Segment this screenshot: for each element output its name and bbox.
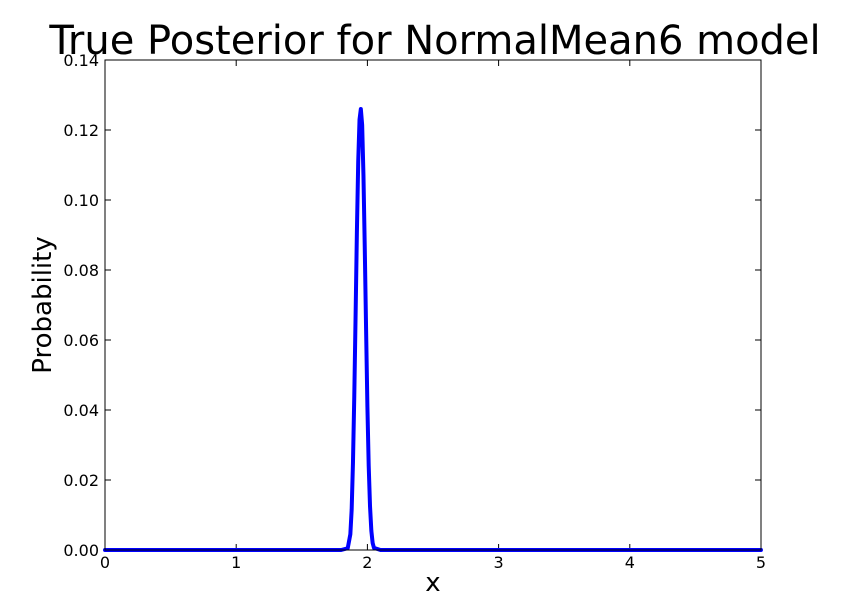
y-axis-label: Probability — [28, 236, 58, 373]
series-layer — [103, 107, 763, 552]
y-tick-label: 0.02 — [63, 471, 99, 490]
x-axis-label: x — [425, 568, 440, 598]
tick-layer: 0 1 2 3 4 5 0.00 0.02 0.04 0.06 0.08 0.10 0.12 0.14 — [63, 51, 766, 572]
y-tick-label: 0.00 — [63, 541, 99, 560]
x-tick-label: 0 — [100, 553, 110, 572]
y-tick-label: 0.14 — [63, 51, 99, 70]
y-tick-label: 0.12 — [63, 121, 99, 140]
y-tick-label: 0.10 — [63, 191, 99, 210]
chart-title: True Posterior for NormalMean6 model — [48, 18, 820, 64]
plot-frame — [104, 59, 762, 551]
x-tick-label: 4 — [625, 553, 635, 572]
y-tick-label: 0.06 — [63, 331, 99, 350]
x-tick-label: 3 — [494, 553, 504, 572]
x-tick-label: 2 — [362, 553, 372, 572]
x-tick-label: 5 — [756, 553, 766, 572]
y-tick-label: 0.08 — [63, 261, 99, 280]
x-tick-label: 1 — [231, 553, 241, 572]
y-tick-label: 0.04 — [63, 401, 99, 420]
series-line — [103, 107, 763, 552]
